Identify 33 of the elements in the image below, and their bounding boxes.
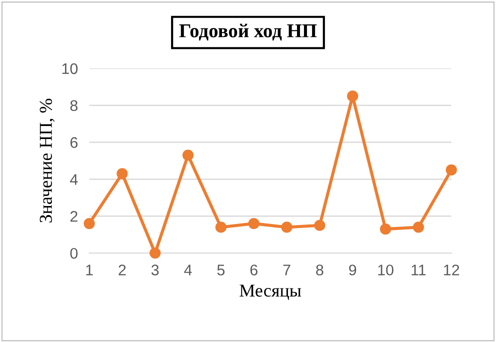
- x-tick-label: 4: [184, 264, 192, 276]
- point: [150, 248, 161, 259]
- point: [412, 222, 424, 233]
- x-tick-label: 2: [118, 264, 126, 276]
- x-tick-label: 6: [250, 264, 258, 276]
- point: [182, 150, 194, 161]
- x-tick-label: 8: [316, 264, 324, 276]
- x-tick-label: 11: [412, 264, 426, 276]
- y-axis-title: Значение НП, %: [40, 98, 55, 222]
- y-tick-label: 6: [70, 137, 78, 148]
- point: [446, 164, 457, 176]
- point: [347, 90, 358, 102]
- point: [314, 220, 326, 231]
- chart-title: Годовой ход НП: [179, 24, 317, 41]
- y-tick-label: 10: [62, 63, 78, 74]
- x-axis-title: Месяцы: [240, 284, 302, 300]
- x-tick-label: 7: [283, 264, 290, 276]
- x-tick-label: 9: [349, 264, 356, 276]
- y-tick-label: 4: [70, 174, 78, 185]
- x-tick-label: 5: [217, 264, 225, 276]
- x-tick-label: 10: [378, 264, 394, 276]
- x-tick-label: 3: [151, 264, 159, 276]
- point: [116, 168, 128, 180]
- y-tick-label: 0: [70, 248, 78, 259]
- y-tick-label: 8: [70, 100, 78, 112]
- x-tick-label: 12: [444, 264, 460, 276]
- point: [248, 218, 260, 230]
- point: [84, 218, 95, 230]
- point: [215, 222, 226, 233]
- y-tick-label: 2: [70, 211, 78, 222]
- x-tick-label: 1: [86, 264, 93, 276]
- point: [281, 222, 292, 233]
- point: [380, 224, 392, 235]
